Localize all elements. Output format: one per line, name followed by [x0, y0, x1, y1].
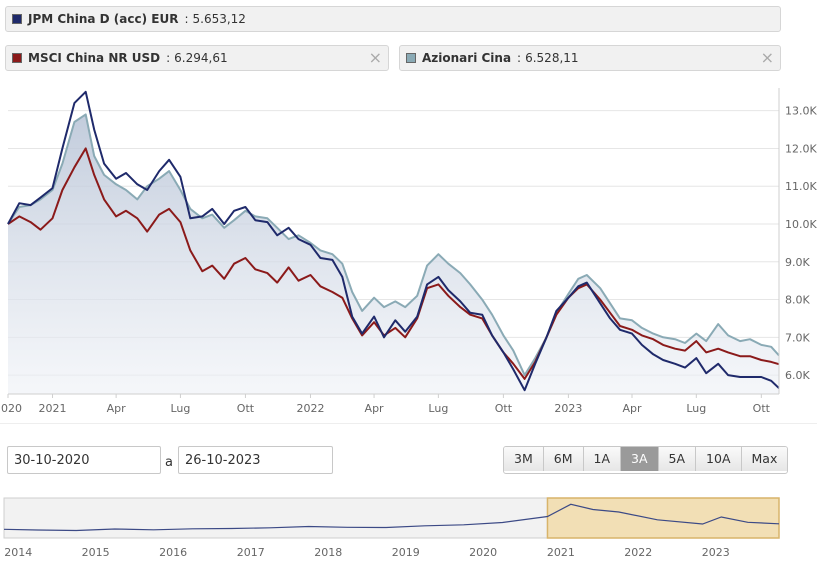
legend-value: 6.528,11 — [525, 51, 579, 65]
date-to-input[interactable] — [178, 446, 333, 474]
range-button-6m[interactable]: 6M — [543, 447, 584, 471]
x-tick-label: 2023 — [554, 402, 582, 415]
navigator-x-tick-label: 2022 — [624, 546, 652, 559]
x-tick-label: 2020 — [0, 402, 22, 415]
y-tick-label: 6.0K — [785, 369, 810, 382]
range-button-5a[interactable]: 5A — [658, 447, 697, 471]
area-fill — [8, 114, 779, 395]
legend-swatch — [12, 14, 22, 24]
x-tick-label: Ott — [753, 402, 771, 415]
legend-separator: : — [184, 12, 189, 26]
y-tick-label: 8.0K — [785, 294, 810, 307]
y-tick-label: 12.0K — [785, 142, 817, 155]
navigator-x-tick-label: 2016 — [159, 546, 187, 559]
x-tick-label: Apr — [107, 402, 127, 415]
y-axis: 6.0K 7.0K 8.0K 9.0K 10.0K 11.0K 12.0K 13.0K — [785, 105, 817, 382]
navigator-series — [3, 503, 780, 532]
x-tick-label: Ott — [237, 402, 255, 415]
x-tick-label: Apr — [622, 402, 642, 415]
y-tick-label: 11.0K — [785, 180, 817, 193]
range-button-3m[interactable]: 3M — [504, 447, 544, 471]
legend-swatch — [406, 53, 416, 63]
x-tick-label: Apr — [365, 402, 385, 415]
close-icon[interactable]: × — [368, 48, 382, 67]
navigator-x-tick-label: 2020 — [469, 546, 497, 559]
legend-value: 5.653,12 — [192, 12, 246, 26]
legend-separator: : — [517, 51, 522, 65]
series-line-jpm-china-d-acc-eur[interactable] — [7, 90, 780, 392]
range-button-10a[interactable]: 10A — [696, 447, 742, 471]
navigator-selection[interactable] — [546, 497, 780, 539]
legend-item-index: MSCI China NR USD : 6.294,61 × — [5, 45, 389, 71]
x-tick-label: Lug — [428, 402, 448, 415]
legend-swatch — [12, 53, 22, 63]
range-selector: 3M 6M 1A 3A 5A 10A Max — [503, 446, 789, 474]
navigator-x-tick-label: 2023 — [702, 546, 730, 559]
x-tick-label: 2022 — [296, 402, 324, 415]
navigator-x-tick-label: 2021 — [547, 546, 575, 559]
legend-item-fund: JPM China D (acc) EUR : 5.653,12 — [5, 6, 781, 32]
series-lines — [7, 90, 780, 392]
navigator-line — [3, 503, 780, 532]
series-line-azionari-cina[interactable] — [7, 113, 780, 377]
date-range-separator: a — [165, 455, 173, 470]
navigator-x-tick-label: 2017 — [237, 546, 265, 559]
y-tick-label: 10.0K — [785, 218, 817, 231]
y-tick-label: 7.0K — [785, 331, 810, 344]
legend-item-category: Azionari Cina : 6.528,11 × — [399, 45, 781, 71]
legend-name: MSCI China NR USD — [28, 51, 161, 65]
area-fill-path — [8, 114, 779, 395]
legend-name: JPM China D (acc) EUR — [28, 12, 179, 26]
legend-separator: : — [166, 51, 171, 65]
legend-name: Azionari Cina — [422, 51, 512, 65]
date-from-input[interactable] — [7, 446, 161, 474]
x-tick-label: Ott — [495, 402, 513, 415]
legend-value: 6.294,61 — [174, 51, 228, 65]
x-tick-label: 2021 — [39, 402, 67, 415]
close-icon[interactable]: × — [760, 48, 774, 67]
x-tick-label: Lug — [170, 402, 190, 415]
x-tick-label: Lug — [686, 402, 706, 415]
navigator-chart[interactable]: 2014 2015 2016 2017 2018 2019 2020 2021 2022 2023 — [0, 494, 817, 567]
navigator-x-axis: 2014 2015 2016 2017 2018 2019 2020 2021 2022 2023 — [4, 546, 730, 559]
y-tick-label: 13.0K — [785, 105, 817, 118]
x-axis: 2020 2021 Apr Lug Ott 2022 Apr Lug Ott 2023 Apr Lug… — [0, 394, 771, 415]
navigator-x-tick-label: 2018 — [314, 546, 342, 559]
series-line-msci-china-nr-usd[interactable] — [7, 147, 780, 380]
range-button-1a[interactable]: 1A — [583, 447, 622, 471]
range-button-max[interactable]: Max — [741, 447, 788, 471]
range-button-3a[interactable]: 3A — [621, 447, 659, 471]
price-chart[interactable]: 6.0K 7.0K 8.0K 9.0K 10.0K 11.0K 12.0K 13.0K 202… — [0, 84, 817, 424]
navigator-x-tick-label: 2019 — [392, 546, 420, 559]
navigator-x-tick-label: 2015 — [82, 546, 110, 559]
y-tick-label: 9.0K — [785, 256, 810, 269]
navigator-x-tick-label: 2014 — [4, 546, 32, 559]
